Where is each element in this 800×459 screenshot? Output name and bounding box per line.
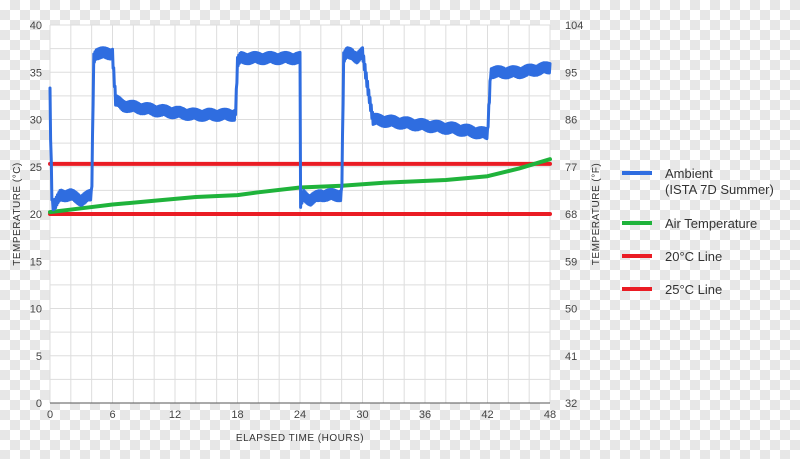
y-right-tick-label: 68 (565, 209, 577, 221)
x-axis-title: ELAPSED TIME (HOURS) (236, 433, 364, 444)
x-tick-label: 12 (169, 409, 181, 421)
x-tick-label: 36 (419, 409, 431, 421)
legend: Ambient(ISTA 7D Summer) Air Temperature 20… (622, 166, 774, 297)
y-right-tick-label: 95 (565, 67, 577, 79)
y-right-tick-label: 41 (565, 351, 577, 363)
series-line-0 (48, 46, 552, 212)
x-tick-label: 0 (47, 409, 53, 421)
y-left-tick-label: 20 (30, 209, 42, 221)
y-right-tick-label: 50 (565, 304, 577, 316)
y-right-tick-label: 32 (565, 398, 577, 410)
y-right-tick-label: 77 (565, 162, 577, 174)
legend-label-0: Ambient (665, 166, 713, 181)
y-left-tick-label: 10 (30, 304, 42, 316)
x-tick-label: 6 (109, 409, 115, 421)
y-left-tick-label: 25 (30, 162, 42, 174)
y-left-tick-label: 35 (30, 67, 42, 79)
legend-label-3: 25°C Line (665, 282, 722, 297)
y-left-tick-label: 5 (36, 351, 42, 363)
y-left-tick-label: 15 (30, 256, 42, 268)
x-tick-label: 18 (231, 409, 243, 421)
x-tick-label: 30 (356, 409, 368, 421)
series-line-1 (48, 157, 552, 215)
y-left-tick-label: 0 (36, 398, 42, 410)
y-left-axis-title: TEMPERATURE (°C) (12, 162, 23, 265)
y-right-tick-label: 59 (565, 256, 577, 268)
x-tick-label: 48 (544, 409, 556, 421)
x-tick-labels: 0 6 12 18 24 30 36 42 48 (47, 409, 556, 421)
x-tick-label: 24 (294, 409, 306, 421)
y-left-tick-label: 30 (30, 115, 42, 127)
y-right-tick-labels: 32 41 50 59 68 77 86 95 104 (565, 20, 583, 410)
y-right-axis-title: TEMPERATURE (°F) (591, 163, 602, 265)
legend-label-1: Air Temperature (665, 216, 757, 231)
x-tick-label: 42 (481, 409, 493, 421)
y-right-tick-label: 86 (565, 115, 577, 127)
legend-label-0-line2: (ISTA 7D Summer) (665, 182, 774, 197)
y-right-tick-label: 104 (565, 20, 583, 32)
y-left-tick-labels: 0 5 10 15 20 25 30 35 40 (30, 20, 42, 410)
series-lines (48, 46, 552, 216)
y-left-tick-label: 40 (30, 20, 42, 32)
legend-label-2: 20°C Line (665, 249, 722, 264)
